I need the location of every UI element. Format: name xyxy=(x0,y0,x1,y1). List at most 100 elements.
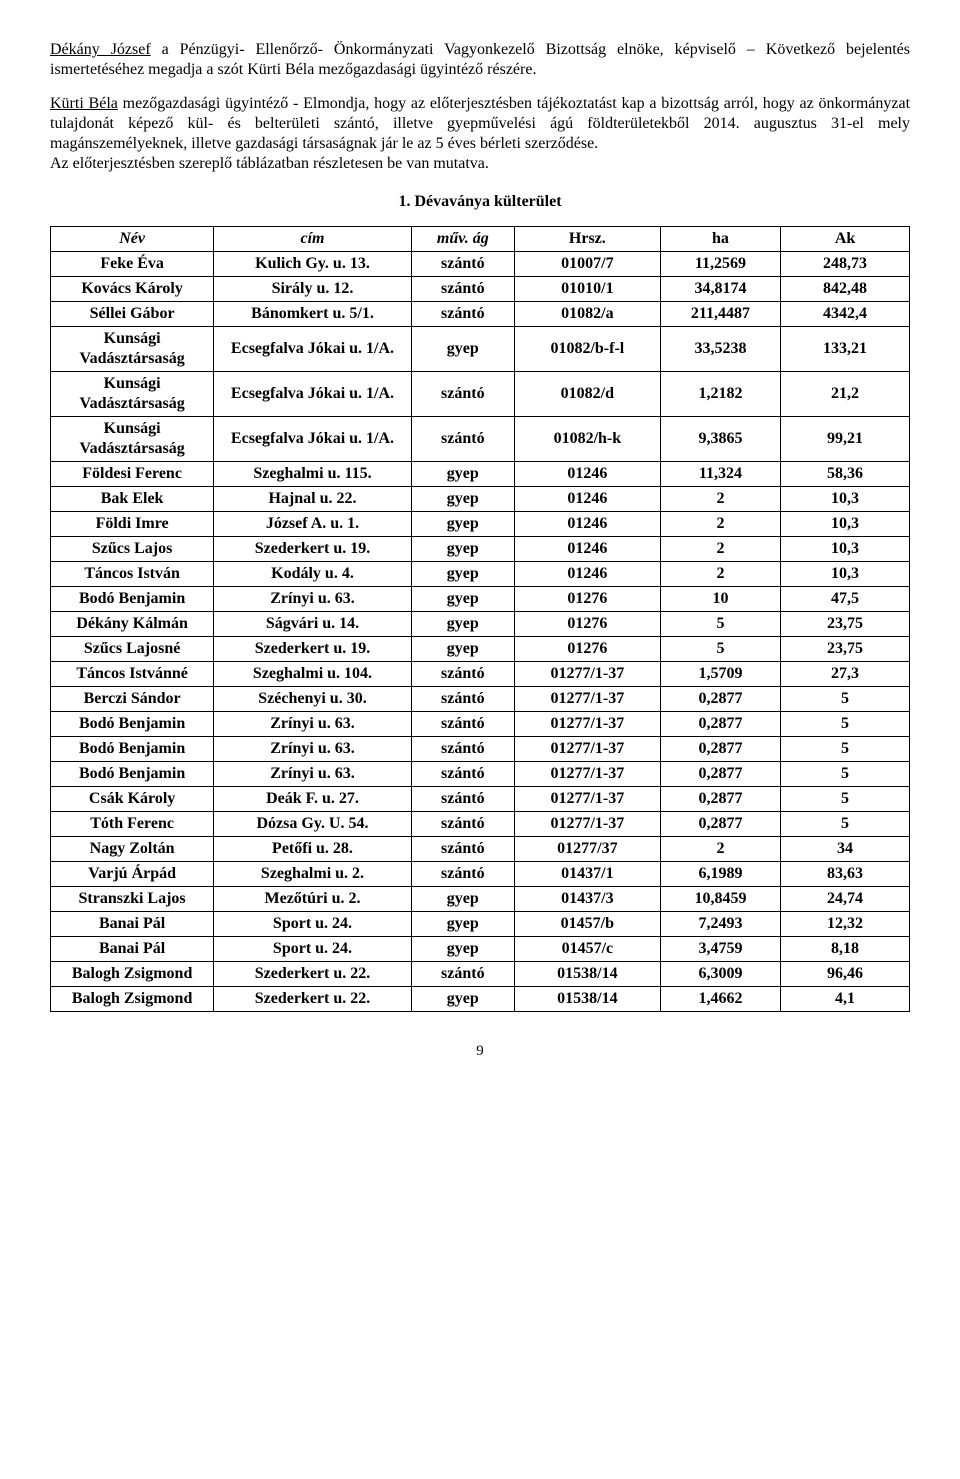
td-nev: Bodó Benjamin xyxy=(51,762,214,787)
td-hrsz: 01277/1-37 xyxy=(514,687,660,712)
td-ha: 33,5238 xyxy=(660,327,780,372)
td-muv: gyep xyxy=(411,612,514,637)
td-muv: szántó xyxy=(411,372,514,417)
td-cim: Bánomkert u. 5/1. xyxy=(214,302,412,327)
table-row: Feke ÉvaKulich Gy. u. 13.szántó01007/711… xyxy=(51,252,910,277)
td-muv: szántó xyxy=(411,737,514,762)
td-cim: Sirály u. 12. xyxy=(214,277,412,302)
td-ha: 3,4759 xyxy=(660,937,780,962)
table-row: Banai PálSport u. 24.gyep01457/b7,249312… xyxy=(51,912,910,937)
td-nev: Banai Pál xyxy=(51,912,214,937)
td-ak: 248,73 xyxy=(781,252,910,277)
table-row: Bodó BenjaminZrínyi u. 63.szántó01277/1-… xyxy=(51,737,910,762)
paragraph-2: Kürti Béla mezőgazdasági ügyintéző - Elm… xyxy=(50,94,910,174)
td-ha: 5 xyxy=(660,637,780,662)
td-hrsz: 01007/7 xyxy=(514,252,660,277)
td-ha: 34,8174 xyxy=(660,277,780,302)
td-nev: Bodó Benjamin xyxy=(51,712,214,737)
th-hrsz: Hrsz. xyxy=(514,227,660,252)
td-cim: Szeghalmi u. 104. xyxy=(214,662,412,687)
td-muv: gyep xyxy=(411,327,514,372)
td-nev: Dékány Kálmán xyxy=(51,612,214,637)
td-ha: 0,2877 xyxy=(660,762,780,787)
td-ak: 4,1 xyxy=(781,987,910,1012)
td-ha: 0,2877 xyxy=(660,787,780,812)
td-ha: 0,2877 xyxy=(660,812,780,837)
para2-rest: mezőgazdasági ügyintéző - Elmondja, hogy… xyxy=(50,95,910,152)
td-ha: 7,2493 xyxy=(660,912,780,937)
td-cim: Ecsegfalva Jókai u. 1/A. xyxy=(214,417,412,462)
td-ha: 1,2182 xyxy=(660,372,780,417)
td-muv: gyep xyxy=(411,512,514,537)
td-nev: Kunsági Vadásztársaság xyxy=(51,327,214,372)
td-ha: 0,2877 xyxy=(660,737,780,762)
td-nev: Kunsági Vadásztársaság xyxy=(51,372,214,417)
td-ak: 47,5 xyxy=(781,587,910,612)
td-ha: 211,4487 xyxy=(660,302,780,327)
td-muv: szántó xyxy=(411,962,514,987)
table-row: Táncos IstvánnéSzeghalmi u. 104.szántó01… xyxy=(51,662,910,687)
table-row: Bak ElekHajnal u. 22.gyep01246210,3 xyxy=(51,487,910,512)
td-muv: gyep xyxy=(411,587,514,612)
td-cim: Kulich Gy. u. 13. xyxy=(214,252,412,277)
td-hrsz: 01010/1 xyxy=(514,277,660,302)
table-row: Csák KárolyDeák F. u. 27.szántó01277/1-3… xyxy=(51,787,910,812)
section-heading: 1. Dévaványa külterület xyxy=(50,192,910,212)
td-hrsz: 01437/1 xyxy=(514,862,660,887)
td-ha: 2 xyxy=(660,537,780,562)
th-muv: műv. ág xyxy=(411,227,514,252)
td-hrsz: 01277/1-37 xyxy=(514,662,660,687)
th-ha: ha xyxy=(660,227,780,252)
paragraph-1: Dékány József a Pénzügyi- Ellenőrző- Önk… xyxy=(50,40,910,80)
td-cim: Hajnal u. 22. xyxy=(214,487,412,512)
td-ha: 2 xyxy=(660,562,780,587)
td-cim: Mezőtúri u. 2. xyxy=(214,887,412,912)
td-muv: gyep xyxy=(411,987,514,1012)
td-nev: Táncos István xyxy=(51,562,214,587)
td-cim: Dózsa Gy. U. 54. xyxy=(214,812,412,837)
td-cim: Ecsegfalva Jókai u. 1/A. xyxy=(214,327,412,372)
td-ak: 12,32 xyxy=(781,912,910,937)
td-ak: 133,21 xyxy=(781,327,910,372)
td-hrsz: 01246 xyxy=(514,562,660,587)
table-row: Banai PálSport u. 24.gyep01457/c3,47598,… xyxy=(51,937,910,962)
td-ha: 2 xyxy=(660,512,780,537)
td-nev: Feke Éva xyxy=(51,252,214,277)
table-row: Kunsági VadásztársaságEcsegfalva Jókai u… xyxy=(51,327,910,372)
td-muv: szántó xyxy=(411,862,514,887)
td-nev: Táncos Istvánné xyxy=(51,662,214,687)
td-nev: Kovács Károly xyxy=(51,277,214,302)
td-hrsz: 01082/h-k xyxy=(514,417,660,462)
td-hrsz: 01277/1-37 xyxy=(514,712,660,737)
table-row: Kovács KárolySirály u. 12.szántó01010/13… xyxy=(51,277,910,302)
td-hrsz: 01457/c xyxy=(514,937,660,962)
td-cim: Zrínyi u. 63. xyxy=(214,712,412,737)
td-nev: Csák Károly xyxy=(51,787,214,812)
td-cim: Zrínyi u. 63. xyxy=(214,587,412,612)
td-cim: Sport u. 24. xyxy=(214,912,412,937)
td-ha: 5 xyxy=(660,612,780,637)
td-nev: Varjú Árpád xyxy=(51,862,214,887)
td-ak: 842,48 xyxy=(781,277,910,302)
td-ak: 23,75 xyxy=(781,637,910,662)
td-ak: 5 xyxy=(781,762,910,787)
page-number: 9 xyxy=(50,1042,910,1061)
td-cim: Deák F. u. 27. xyxy=(214,787,412,812)
td-ak: 21,2 xyxy=(781,372,910,417)
td-nev: Kunsági Vadásztársaság xyxy=(51,417,214,462)
td-muv: szántó xyxy=(411,662,514,687)
td-muv: gyep xyxy=(411,562,514,587)
td-muv: gyep xyxy=(411,912,514,937)
table-row: Balogh ZsigmondSzederkert u. 22.gyep0153… xyxy=(51,987,910,1012)
td-cim: Kodály u. 4. xyxy=(214,562,412,587)
td-nev: Stranszki Lajos xyxy=(51,887,214,912)
td-muv: szántó xyxy=(411,712,514,737)
td-muv: gyep xyxy=(411,487,514,512)
td-muv: gyep xyxy=(411,537,514,562)
td-hrsz: 01277/37 xyxy=(514,837,660,862)
td-ak: 5 xyxy=(781,787,910,812)
td-muv: szántó xyxy=(411,252,514,277)
td-nev: Balogh Zsigmond xyxy=(51,962,214,987)
td-hrsz: 01276 xyxy=(514,587,660,612)
td-cim: Szeghalmi u. 115. xyxy=(214,462,412,487)
